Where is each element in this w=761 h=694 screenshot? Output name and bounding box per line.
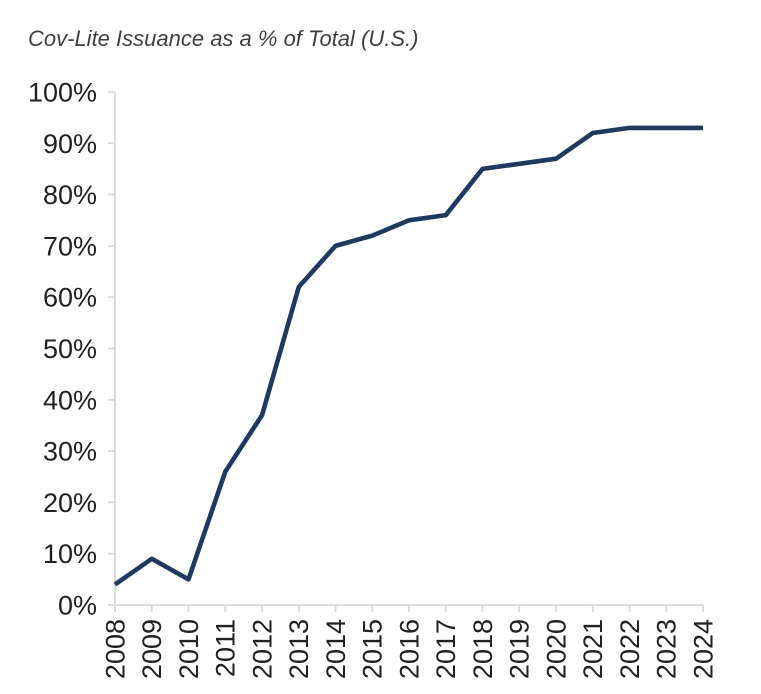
x-tick-label: 2011: [211, 619, 241, 677]
y-tick-label: 60%: [43, 283, 97, 313]
x-tick-label: 2020: [541, 619, 571, 679]
x-tick-label: 2012: [247, 619, 277, 679]
x-tick-label: 2010: [174, 619, 204, 679]
chart-title: Cov-Lite Issuance as a % of Total (U.S.): [28, 26, 419, 51]
x-tick-label: 2015: [358, 619, 388, 679]
x-tick-label: 2021: [578, 619, 608, 679]
x-tick-label: 2018: [468, 619, 498, 679]
x-tick-label: 2019: [505, 619, 535, 679]
y-tick-label: 30%: [43, 437, 97, 467]
x-tick-label: 2008: [100, 619, 130, 679]
data-line: [113, 125, 703, 587]
y-tick-label: 80%: [43, 180, 97, 210]
y-tick-label: 40%: [43, 385, 97, 415]
y-tick-label: 20%: [43, 488, 97, 518]
x-tick-label: 2009: [137, 619, 167, 679]
x-tick-label: 2016: [394, 619, 424, 679]
y-tick-label: 90%: [43, 129, 97, 159]
x-tick-label: 2017: [431, 619, 461, 679]
y-tick-label: 50%: [43, 334, 97, 364]
y-tick-label: 100%: [28, 77, 97, 107]
x-tick-label: 2014: [321, 619, 351, 679]
y-tick-label: 10%: [43, 539, 97, 569]
x-tick-label: 2024: [688, 619, 718, 679]
x-tick-label: 2013: [284, 619, 314, 679]
x-tick-label: 2022: [615, 619, 645, 679]
y-tick-label: 70%: [43, 231, 97, 261]
x-tick-label: 2023: [652, 619, 682, 679]
y-tick-label: 0%: [58, 590, 97, 620]
